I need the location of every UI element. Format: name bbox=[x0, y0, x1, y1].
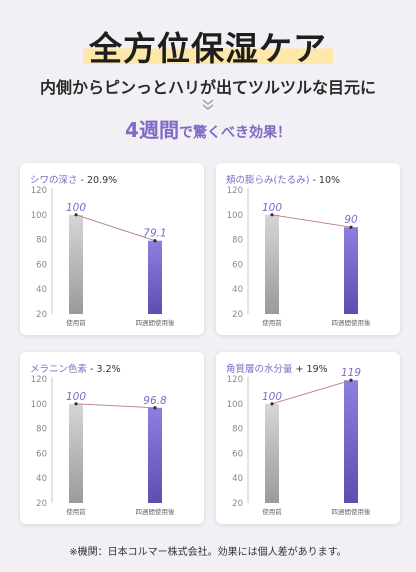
chart-card-cheek-sagging: 頬の膨らみ(たるみ) - 10% 20 40 60 80 100 120 100 90 使用前 四… bbox=[216, 163, 400, 335]
y-tick-label: 80 bbox=[36, 425, 47, 435]
chart-change: - 20.9% bbox=[80, 175, 118, 186]
page-title: 全方位保湿ケア bbox=[0, 22, 416, 70]
y-tick-label: 60 bbox=[232, 449, 243, 459]
x-tick-label: 使用前 bbox=[262, 318, 282, 327]
double-chevron-down-icon bbox=[202, 99, 214, 110]
chart-title: 角質層の水分量 + 19% bbox=[226, 361, 328, 375]
y-tick-label: 20 bbox=[36, 499, 47, 509]
y-tick-label: 120 bbox=[31, 186, 47, 196]
y-tick-label: 40 bbox=[36, 285, 47, 295]
bar-before bbox=[69, 403, 83, 503]
bar-after bbox=[344, 227, 358, 314]
y-tick-label: 100 bbox=[227, 400, 243, 410]
y-tick-label: 40 bbox=[36, 474, 47, 484]
y-tick-label: 40 bbox=[232, 285, 243, 295]
y-tick-label: 20 bbox=[36, 310, 47, 320]
data-label: 100 bbox=[262, 391, 282, 403]
x-tick-label: 使用前 bbox=[66, 318, 86, 327]
y-tick-label: 120 bbox=[31, 375, 47, 385]
bar-chart: 20 40 60 80 100 120 100 96.8 使用前 四週間使用後 bbox=[31, 375, 176, 516]
period-rest: で驚くべき効果！ bbox=[178, 125, 291, 141]
y-tick-label: 80 bbox=[36, 236, 47, 246]
page-title-text: 全方位保湿ケア bbox=[83, 22, 333, 70]
data-point bbox=[74, 402, 78, 406]
page-subtitle: 内側からピンっとハリが出てツルツルな目元に bbox=[39, 78, 376, 97]
bar-before bbox=[69, 214, 83, 314]
data-label: 100 bbox=[262, 202, 282, 214]
trend-line bbox=[271, 214, 352, 228]
chart-title: 頬の膨らみ(たるみ) - 10% bbox=[226, 172, 340, 186]
chart-title: メラニン色素 - 3.2% bbox=[30, 361, 121, 375]
trend-line bbox=[75, 214, 156, 242]
chart-metric-name: シワの深さ bbox=[30, 175, 78, 186]
y-tick-label: 20 bbox=[232, 499, 243, 509]
x-tick-label: 四週間使用後 bbox=[136, 318, 176, 327]
data-label: 119 bbox=[341, 367, 361, 379]
data-label: 79.1 bbox=[143, 228, 166, 240]
x-tick-label: 使用前 bbox=[66, 507, 86, 516]
period-unit: 週間 bbox=[138, 118, 179, 142]
data-point bbox=[349, 378, 353, 382]
chart-change: - 3.2% bbox=[90, 364, 121, 375]
x-tick-label: 四週間使用後 bbox=[332, 318, 372, 327]
bar-after bbox=[344, 380, 358, 503]
y-tick-label: 120 bbox=[227, 186, 243, 196]
footnote: ※機関：日本コルマー株式会社。効果には個人差があります。 bbox=[69, 547, 347, 558]
y-tick-label: 60 bbox=[36, 449, 47, 459]
bar-before bbox=[265, 214, 279, 314]
trend-line bbox=[271, 379, 352, 405]
y-tick-label: 20 bbox=[232, 310, 243, 320]
bar-chart: 20 40 60 80 100 120 100 119 使用前 四週間使用後 bbox=[227, 367, 372, 516]
y-tick-label: 60 bbox=[232, 260, 243, 270]
chart-card-wrinkle-depth: シワの深さ - 20.9% 20 40 60 80 100 120 100 79.1 使用前 四週… bbox=[20, 163, 204, 335]
chart-change: - 10% bbox=[312, 175, 341, 186]
bar-before bbox=[265, 403, 279, 503]
period-heading: 4週間で驚くべき効果！ bbox=[0, 114, 416, 143]
y-tick-label: 80 bbox=[232, 425, 243, 435]
data-label: 100 bbox=[66, 202, 86, 214]
period-number: 4 bbox=[125, 118, 139, 142]
chart-metric-name: メラニン色素 bbox=[30, 364, 88, 375]
data-point bbox=[74, 213, 78, 217]
x-tick-label: 使用前 bbox=[262, 507, 282, 516]
bar-chart: 20 40 60 80 100 120 100 79.1 使用前 四週間使用後 bbox=[31, 186, 176, 327]
data-point bbox=[153, 406, 157, 410]
y-tick-label: 100 bbox=[31, 400, 47, 410]
data-label: 96.8 bbox=[143, 395, 167, 407]
x-tick-label: 四週間使用後 bbox=[332, 507, 372, 516]
bar-after bbox=[148, 407, 162, 503]
chart-metric-name: 頬の膨らみ(たるみ) bbox=[226, 175, 310, 186]
data-point bbox=[270, 213, 274, 217]
data-label: 100 bbox=[66, 391, 86, 403]
data-point bbox=[153, 239, 157, 243]
chart-card-melanin: メラニン色素 - 3.2% 20 40 60 80 100 120 100 96.8 使用前 四週… bbox=[20, 352, 204, 524]
y-tick-label: 100 bbox=[227, 211, 243, 221]
data-label: 90 bbox=[344, 214, 358, 226]
x-tick-label: 四週間使用後 bbox=[136, 507, 176, 516]
chart-metric-name: 角質層の水分量 bbox=[226, 364, 293, 375]
bar-chart: 20 40 60 80 100 120 100 90 使用前 四週間使用後 bbox=[227, 186, 372, 327]
chart-title: シワの深さ - 20.9% bbox=[30, 172, 117, 186]
y-tick-label: 60 bbox=[36, 260, 47, 270]
y-tick-label: 100 bbox=[31, 211, 47, 221]
data-point bbox=[349, 225, 353, 229]
trend-line bbox=[75, 403, 156, 409]
chart-card-stratum-moisture: 角質層の水分量 + 19% 20 40 60 80 100 120 100 119 使用前 四週間… bbox=[216, 352, 400, 524]
y-tick-label: 40 bbox=[232, 474, 243, 484]
data-point bbox=[270, 402, 274, 406]
y-tick-label: 120 bbox=[227, 375, 243, 385]
bar-after bbox=[148, 240, 162, 314]
chart-change: + 19% bbox=[295, 364, 328, 375]
y-tick-label: 80 bbox=[232, 236, 243, 246]
